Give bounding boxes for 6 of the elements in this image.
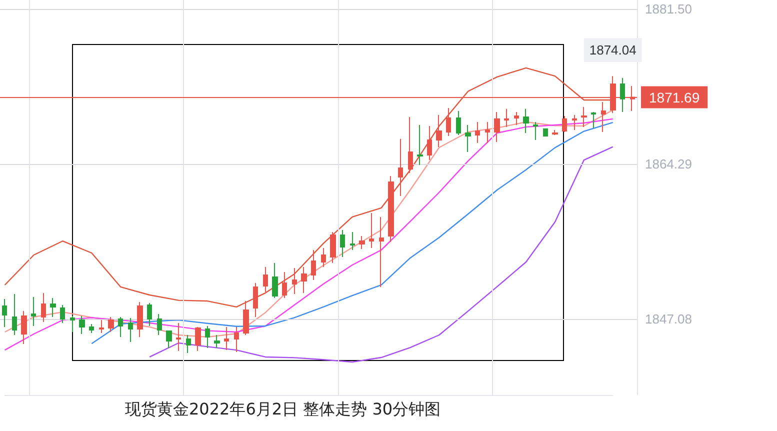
- annotation: 1874.04: [589, 42, 636, 58]
- ref-line-label: 1871.69: [649, 89, 700, 106]
- y-tick-label: 1847.08: [645, 312, 692, 327]
- y-tick-label: 1881.50: [645, 1, 692, 16]
- y-tick-label: 1864.29: [645, 156, 692, 172]
- text: 现货黄金2022年6月2日 整体走势 30分钟图: [125, 400, 441, 418]
